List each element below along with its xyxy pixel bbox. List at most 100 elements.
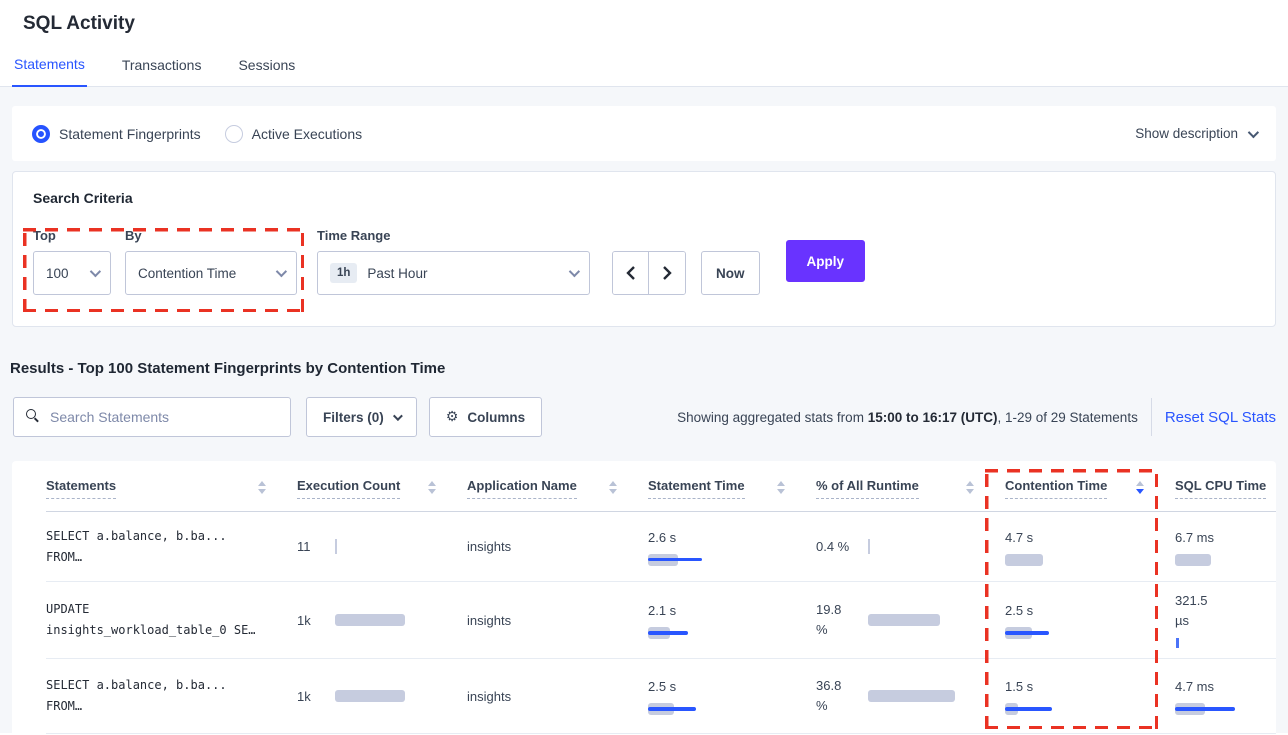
gray-value-bar	[335, 690, 405, 702]
gray-value-bar	[1005, 553, 1043, 566]
time-range-select[interactable]: 1h Past Hour	[317, 251, 590, 295]
bar-graph	[1175, 703, 1276, 715]
bar-graph	[648, 553, 778, 566]
tab-statements[interactable]: Statements	[12, 56, 87, 87]
statement-line: SELECT a.balance, b.ba...	[46, 678, 227, 692]
cell-statement[interactable]: SELECT a.balance, b.ba... FROM…	[46, 526, 297, 568]
blue-mean-line	[648, 557, 702, 561]
column-header-of-all-runtime[interactable]: % of All Runtime	[816, 478, 1005, 511]
execution-count-value: 11	[297, 539, 311, 554]
column-header-statements[interactable]: Statements	[46, 478, 297, 511]
gray-value-bar	[335, 614, 405, 626]
previous-time-button[interactable]	[613, 252, 649, 294]
results-heading: Results - Top 100 Statement Fingerprints…	[10, 360, 446, 377]
execution-count-value: 1k	[297, 688, 311, 704]
top-select[interactable]: 100	[33, 251, 111, 295]
tab-sessions[interactable]: Sessions	[236, 56, 297, 86]
stats-summary: Showing aggregated stats from 15:00 to 1…	[677, 409, 1138, 425]
column-header-label: Application Name	[467, 478, 577, 499]
value-label: 6.7 ms	[1175, 529, 1215, 545]
sort-down-arrow-icon	[777, 489, 785, 494]
sort-down-arrow-icon	[258, 489, 266, 494]
cell-application-name: insights	[467, 612, 512, 628]
bar-graph	[1005, 553, 1135, 566]
sort-icon[interactable]	[258, 478, 266, 494]
cell-statement[interactable]: SELECT a.balance, b.ba... FROM…	[46, 675, 297, 717]
now-button[interactable]: Now	[701, 251, 760, 295]
time-pager	[612, 251, 686, 295]
radio-option-statement-fingerprints[interactable]: Statement Fingerprints	[32, 124, 201, 143]
blue-mean-line	[648, 707, 696, 711]
column-header-contention-time[interactable]: Contention Time	[1005, 478, 1175, 511]
chevron-down-icon	[568, 265, 581, 278]
value-label: 2.5 s	[1005, 603, 1034, 618]
by-select[interactable]: Contention Time	[125, 251, 297, 295]
sort-icon[interactable]	[428, 478, 436, 494]
column-header-sql-cpu-time[interactable]: SQL CPU Time	[1175, 478, 1276, 511]
column-header-label: SQL CPU Time	[1175, 478, 1267, 499]
search-input[interactable]	[13, 397, 291, 437]
by-field: By Contention Time	[111, 228, 297, 295]
execution-count-value: 1k	[297, 612, 311, 628]
runtime-percent-value: 0.4 %	[816, 538, 850, 554]
time-range-field: Time Range 1h Past Hour	[317, 228, 590, 295]
table-header-row: Statements Execution Count Application Nam…	[46, 461, 1276, 512]
cell-statement[interactable]: UPDATE insights_workload_table_0 SE…	[46, 599, 297, 641]
statement-search	[13, 397, 291, 437]
filters-button[interactable]: Filters (0)	[306, 397, 417, 437]
value-label: 1.5 s	[1005, 679, 1034, 694]
sort-up-arrow-icon	[966, 481, 974, 486]
bar-graph	[1175, 637, 1276, 649]
column-header-application-name[interactable]: Application Name	[467, 478, 648, 511]
cell-execution-count: 1k	[297, 689, 467, 704]
sort-icon[interactable]	[777, 478, 785, 494]
reset-sql-stats-link[interactable]: Reset SQL Stats	[1164, 408, 1276, 426]
sort-icon[interactable]	[1136, 478, 1144, 494]
top-label: Top	[33, 228, 56, 243]
sort-icon[interactable]	[609, 478, 617, 494]
apply-button[interactable]: Apply	[785, 240, 866, 282]
show-description-toggle[interactable]: Show description	[1135, 126, 1260, 141]
value-label: 4.7 ms	[1175, 679, 1215, 694]
value-label: 2.6 s	[648, 529, 677, 545]
column-header-statement-time[interactable]: Statement Time	[648, 478, 816, 511]
columns-button[interactable]: ⚙ Columns	[428, 397, 543, 437]
radio-option-active-executions[interactable]: Active Executions	[224, 124, 362, 143]
fingerprint-toggle-panel: Statement Fingerprints Active Executions …	[12, 106, 1276, 161]
value-label: 4.7 s	[1005, 529, 1034, 545]
top-select-value: 100	[46, 265, 69, 281]
statement-line: insights_workload_table_0 SE…	[46, 623, 256, 637]
blue-mean-line	[1175, 707, 1235, 711]
sort-down-arrow-icon	[609, 489, 617, 494]
next-time-button[interactable]	[649, 252, 685, 294]
radio-unselected-icon	[224, 124, 243, 143]
sort-up-arrow-icon	[258, 481, 266, 486]
gray-value-bar	[868, 614, 940, 626]
table-row[interactable]: SELECT a.balance, b.ba... FROM… 11 insights…	[46, 512, 1276, 582]
table-row[interactable]: SELECT a.balance, b.ba... FROM… 1k insights…	[46, 659, 1276, 734]
time-range-label: Time Range	[317, 228, 391, 243]
value-label: 321.5 µs	[1175, 593, 1208, 628]
radio-label: Statement Fingerprints	[59, 125, 201, 142]
columns-label: Columns	[467, 409, 526, 425]
cell-application-name: insights	[467, 539, 512, 554]
show-description-label: Show description	[1135, 126, 1238, 141]
column-header-label: Statements	[46, 478, 117, 499]
results-toolbar: Filters (0) ⚙ Columns Showing aggregated…	[13, 397, 1276, 437]
chevron-down-icon	[1247, 126, 1260, 138]
blue-tick-bar	[1176, 638, 1179, 648]
cell-sql-cpu-time: 4.7 ms	[1175, 677, 1276, 715]
value-label: 2.1 s	[648, 603, 677, 618]
cell-application-name: insights	[467, 688, 512, 704]
view-toggle: Statement Fingerprints Active Executions	[32, 124, 386, 143]
sort-icon[interactable]	[966, 478, 974, 494]
tab-transactions[interactable]: Transactions	[120, 56, 204, 86]
chevron-down-icon	[275, 265, 288, 278]
column-header-execution-count[interactable]: Execution Count	[297, 478, 467, 511]
top-bar: SQL Activity Statements Transactions Sessi…	[0, 0, 1288, 87]
blue-mean-line	[1005, 631, 1049, 635]
filters-label: Filters (0)	[323, 409, 384, 425]
search-criteria-heading: Search Criteria	[33, 190, 133, 206]
table-row[interactable]: UPDATE insights_workload_table_0 SE… 1k ins…	[46, 582, 1276, 659]
sort-down-arrow-icon	[966, 489, 974, 494]
